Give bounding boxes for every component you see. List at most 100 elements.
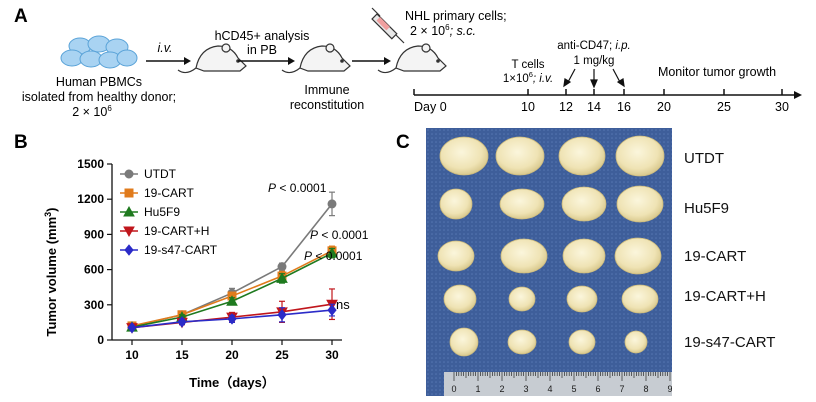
mouse-3-icon: [377, 43, 447, 74]
tumor-sample: [624, 330, 648, 354]
nhl-label-2: 2 × 106; s.c.: [410, 23, 476, 38]
mouse-1-icon: [177, 43, 247, 74]
timeline-day-label: 10: [521, 100, 535, 114]
ruler-number: 7: [619, 384, 624, 394]
tumor-row-label: Hu5F9: [684, 200, 730, 217]
ruler-number: 9: [667, 384, 672, 394]
tumor-row-label: 19-CART+H: [684, 288, 766, 305]
timeline-day-label: 14: [587, 100, 601, 114]
data-point: [327, 304, 337, 316]
legend-marker: [123, 226, 135, 238]
data-point: [327, 199, 337, 209]
ruler-number: 4: [547, 384, 552, 394]
y-tick-label: 0: [97, 333, 104, 347]
legend-label: Hu5F9: [144, 205, 180, 219]
x-tick-label: 30: [325, 348, 339, 362]
data-point: [326, 247, 338, 258]
tumor-sample: [508, 286, 536, 312]
tumor-sample: [443, 284, 477, 314]
timeline: 10 12 14 16 20 25 30: [413, 89, 802, 114]
analysis-label-2: in PB: [247, 43, 277, 57]
legend-item: Hu5F9: [120, 205, 180, 219]
data-point: [227, 313, 237, 325]
timeline-day-label: 16: [617, 100, 631, 114]
monitor-label: Monitor tumor growth: [658, 65, 776, 79]
data-point: [127, 321, 137, 334]
panel-a-letter: A: [14, 6, 28, 27]
legend-marker: [124, 169, 134, 179]
tumor-row-labels: UTDT Hu5F9 19-CART 19-CART+H 19-s47-CART: [684, 128, 814, 396]
y-tick-label: 1200: [77, 192, 104, 206]
legend-marker: [124, 188, 134, 198]
data-point: [226, 295, 238, 306]
tumor-photo: 0 1 2 3 4 5 6 7 8 9: [426, 128, 672, 396]
legend-marker: [124, 244, 134, 256]
tumor-sample: [562, 238, 606, 274]
data-point: [177, 316, 187, 328]
series-19-s47-CART: [127, 303, 337, 334]
tcells-label-2: 1×106; i.v.: [503, 70, 553, 85]
iv-label: i.v.: [157, 41, 172, 55]
analysis-label-1: hCD45+ analysis: [215, 29, 310, 43]
data-point: [277, 262, 287, 272]
pbmc-label-2: isolated from healthy donor;: [22, 90, 176, 104]
legend-item: 19-s47-CART: [120, 243, 218, 257]
tumor-sample: [439, 136, 489, 176]
reconstitution-label-2: reconstitution: [290, 98, 364, 112]
legend-marker: [123, 205, 135, 217]
reconstitution-label-1: Immune: [304, 83, 349, 97]
tumor-row-label: 19-CART: [684, 248, 747, 265]
tumor-sample: [616, 185, 664, 223]
day0-label: Day 0: [414, 100, 447, 114]
pvalue-label: P < 0.0001: [304, 249, 363, 263]
dose-arrows: [563, 68, 625, 89]
panel-a: A Human PBMCs isolated from healthy dono…: [14, 6, 802, 119]
legend-label: 19-CART: [144, 186, 194, 200]
legend-label: UTDT: [144, 167, 177, 181]
ns-label: ns: [336, 297, 350, 312]
legend-item: 19-CART: [120, 186, 194, 200]
pbmc-dose: 2 × 106: [72, 104, 112, 119]
x-tick-label: 20: [225, 348, 239, 362]
y-tick-label: 600: [84, 263, 104, 277]
tumor-sample: [439, 188, 473, 220]
y-tick-label: 300: [84, 298, 104, 312]
ruler-number: 5: [571, 384, 576, 394]
tumor-row-label: 19-s47-CART: [684, 334, 776, 351]
y-tick-label: 900: [84, 227, 104, 241]
ruler-number: 1: [475, 384, 480, 394]
tumor-sample: [500, 238, 548, 274]
x-tick-label: 15: [175, 348, 189, 362]
y-tick-label: 1500: [77, 157, 104, 171]
x-tick-label: 25: [275, 348, 289, 362]
y-axis-label: Tumor volume (mm3): [43, 207, 59, 336]
ruler-number: 2: [499, 384, 504, 394]
legend-label: 19-s47-CART: [144, 243, 218, 257]
ruler: 0 1 2 3 4 5 6 7 8 9: [444, 372, 672, 396]
tcells-label-1: T cells: [511, 59, 544, 71]
panel-b-letter: B: [14, 132, 28, 153]
syringe-icon: [371, 7, 405, 44]
data-point: [277, 308, 287, 321]
tumor-photo-image: 0 1 2 3 4 5 6 7 8 9: [426, 128, 672, 396]
timeline-day-label: 20: [657, 100, 671, 114]
x-axis-label: Time（days）: [189, 375, 275, 390]
pbmc-label-1: Human PBMCs: [56, 75, 142, 89]
legend-item: 19-CART+H: [120, 224, 209, 238]
legend-item: UTDT: [120, 167, 177, 181]
tumor-sample: [568, 329, 596, 355]
x-tick-label: 10: [125, 348, 139, 362]
tumor-sample: [566, 285, 598, 313]
pvalue-label: P < 0.0001: [268, 181, 327, 195]
anticd47-label-2: 1 mg/kg: [574, 55, 615, 67]
data-point: [276, 272, 288, 283]
tumor-sample: [437, 240, 475, 272]
tumor-sample: [615, 135, 665, 177]
nhl-label-1: NHL primary cells;: [405, 9, 507, 23]
timeline-day-label: 12: [559, 100, 573, 114]
tumor-sample: [614, 237, 662, 275]
tumor-sample: [558, 136, 606, 176]
tumor-sample: [495, 136, 545, 176]
tumor-row-label: UTDT: [684, 150, 724, 167]
timeline-day-label: 30: [775, 100, 789, 114]
